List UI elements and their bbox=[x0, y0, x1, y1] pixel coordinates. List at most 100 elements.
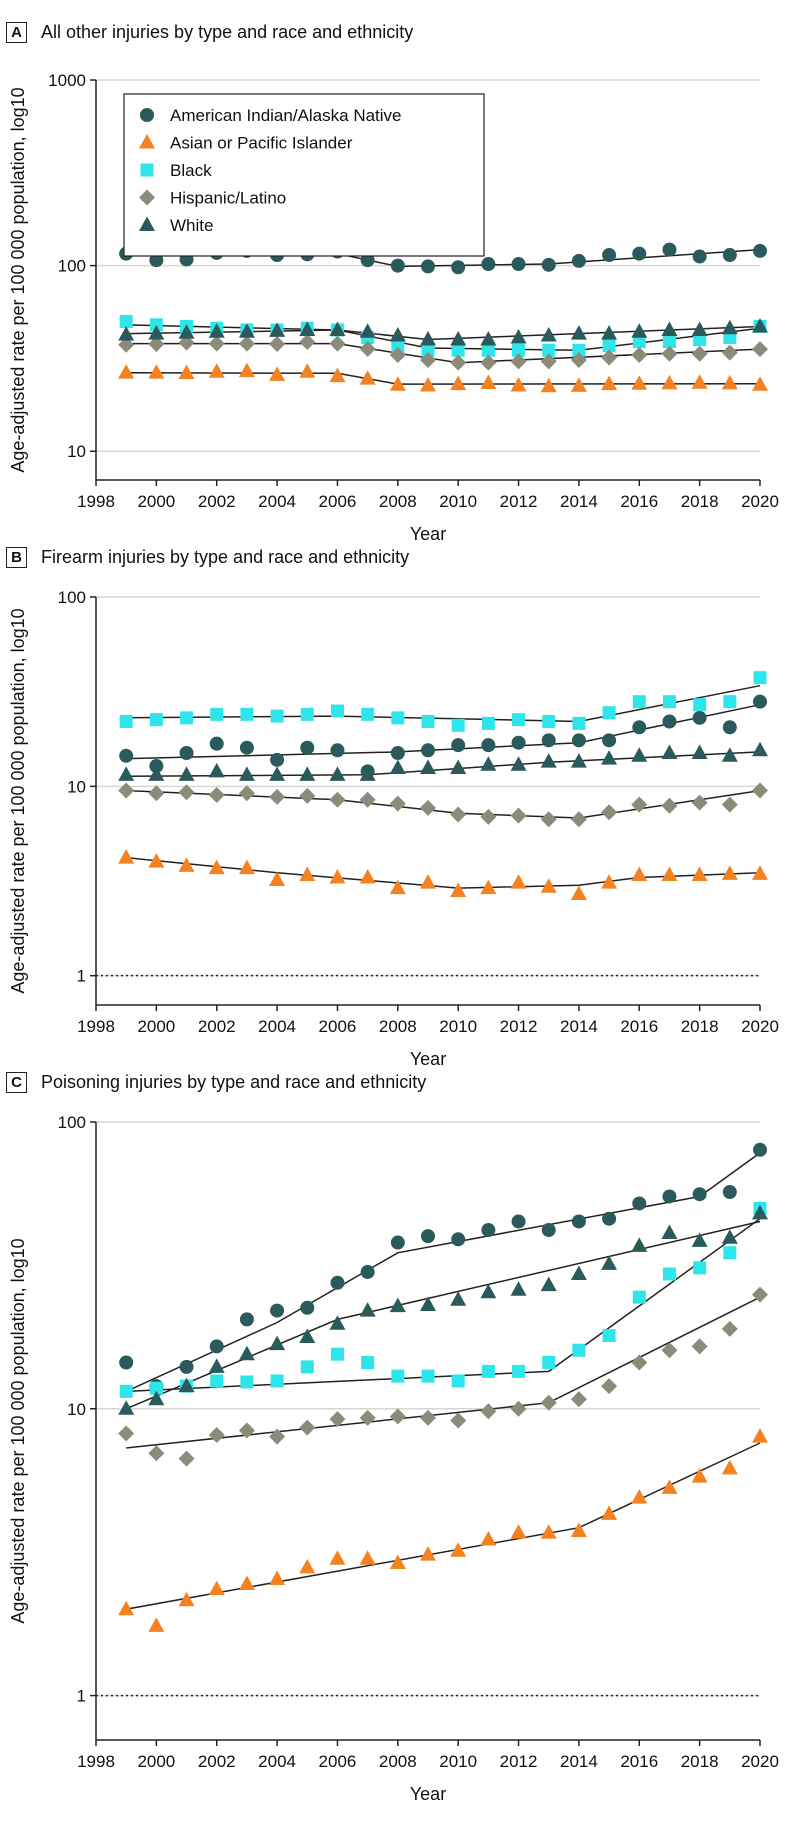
panel-a-point-american-indian-alaska-native-2015 bbox=[602, 248, 617, 263]
panel-c-point-white-2013 bbox=[540, 1276, 557, 1292]
panel-c-x-axis-label: Year bbox=[410, 1784, 446, 1804]
panel-c-point-american-indian-alaska-native-2015 bbox=[602, 1211, 617, 1226]
panel-b-point-american-indian-alaska-native-2004 bbox=[270, 752, 285, 767]
panel-a-point-asian-or-pacific-islander-2001 bbox=[178, 364, 195, 379]
legend: American Indian/Alaska Native Asian or Pa… bbox=[123, 93, 485, 257]
panel-a-point-hispanic-latino-2013 bbox=[540, 353, 557, 370]
panel-c-point-american-indian-alaska-native-2007 bbox=[360, 1264, 375, 1279]
panel-b-point-white-2006 bbox=[329, 766, 346, 781]
panel-b-chart: 1 10 100 1998 2000 2002 2004 2006 2008 2010 2012 20… bbox=[8, 588, 779, 1069]
panel-b-point-white-2007 bbox=[359, 766, 376, 781]
panel-b-point-black-2007 bbox=[361, 707, 375, 721]
panel-c-point-american-indian-alaska-native-1999 bbox=[119, 1355, 134, 1370]
panel-b-point-white-2001 bbox=[178, 766, 195, 781]
panel-a-point-hispanic-latino-2003 bbox=[238, 335, 255, 352]
panel-b-point-asian-or-pacific-islander-2009 bbox=[420, 874, 436, 889]
panel-a-xtick-label-2012: 2012 bbox=[500, 492, 538, 511]
panel-c-xtick-label-2012: 2012 bbox=[500, 1752, 538, 1771]
panel-b-point-asian-or-pacific-islander-2020 bbox=[752, 865, 768, 880]
panel-c-point-american-indian-alaska-native-2014 bbox=[571, 1214, 586, 1229]
panel-c-point-white-2007 bbox=[359, 1302, 376, 1317]
panel-a-point-american-indian-alaska-native-2011 bbox=[481, 257, 496, 272]
panel-b-ytick-label-10: 10 bbox=[67, 777, 86, 796]
panel-a-point-black-2017 bbox=[662, 335, 676, 349]
panel-c-xtick-label-2000: 2000 bbox=[137, 1752, 175, 1771]
panel-b-point-asian-or-pacific-islander-2019 bbox=[721, 865, 738, 880]
panel-a-point-white-2011 bbox=[480, 330, 497, 346]
legend-marker-asian-or-pacific-islander bbox=[139, 134, 155, 149]
panel-c-point-asian-or-pacific-islander-2006 bbox=[329, 1550, 346, 1565]
panel-c-point-asian-or-pacific-islander-2002 bbox=[208, 1580, 225, 1596]
panel-a-point-asian-or-pacific-islander-2010 bbox=[450, 375, 467, 391]
panel-a-xtick-label-2000: 2000 bbox=[137, 492, 175, 511]
panel-c-point-hispanic-latino-2010 bbox=[450, 1412, 467, 1429]
panel-a-xtick-label-2006: 2006 bbox=[319, 492, 357, 511]
panel-b-series-white bbox=[118, 741, 768, 781]
panel-a-point-black-2018 bbox=[693, 332, 707, 346]
panel-b-point-asian-or-pacific-islander-2016 bbox=[631, 866, 648, 882]
panel-b-point-black-2011 bbox=[481, 716, 495, 730]
panel-a-point-american-indian-alaska-native-2016 bbox=[632, 246, 647, 261]
panel-c-point-american-indian-alaska-native-2019 bbox=[722, 1185, 737, 1200]
panel-b-point-asian-or-pacific-islander-2013 bbox=[540, 878, 557, 893]
panel-b-xtick-label-2004: 2004 bbox=[258, 1017, 296, 1036]
panel-c-point-white-2017 bbox=[661, 1224, 678, 1240]
panel-a-point-hispanic-latino-2017 bbox=[661, 345, 678, 362]
panel-c-xtick-label-2008: 2008 bbox=[379, 1752, 417, 1771]
panel-c-point-white-2010 bbox=[450, 1291, 467, 1306]
legend-marker-american-indian-alaska-native bbox=[140, 108, 154, 122]
panel-c-point-hispanic-latino-2014 bbox=[570, 1391, 587, 1408]
panel-a-point-white-2004 bbox=[269, 322, 286, 337]
panel-b-point-hispanic-latino-2010 bbox=[450, 806, 467, 823]
panel-a-point-hispanic-latino-1999 bbox=[118, 336, 135, 353]
panel-b-point-american-indian-alaska-native-2015 bbox=[602, 733, 617, 748]
panel-a-point-hispanic-latino-2011 bbox=[480, 354, 497, 371]
panel-a-point-hispanic-latino-2007 bbox=[359, 340, 376, 357]
panel-b-point-white-2011 bbox=[480, 756, 497, 771]
panel-b-xtick-label-2008: 2008 bbox=[379, 1017, 417, 1036]
panel-c-y-axis-label: Age-adjusted rate per 100 000 population… bbox=[8, 1238, 28, 1623]
panel-b-point-asian-or-pacific-islander-2003 bbox=[238, 859, 255, 875]
panel-a-point-hispanic-latino-2012 bbox=[510, 353, 527, 370]
legend-marker-hispanic-latino bbox=[139, 189, 155, 206]
panel-a-point-asian-or-pacific-islander-2005 bbox=[299, 363, 316, 378]
panel-a-point-white-2010 bbox=[450, 330, 467, 346]
panel-a-point-black-2010 bbox=[451, 343, 465, 357]
panel-c-point-white-2008 bbox=[389, 1297, 406, 1313]
panel-b-point-white-2003 bbox=[238, 766, 255, 781]
panel-b-point-white-2000 bbox=[148, 766, 165, 781]
panel-c-point-white-2020 bbox=[752, 1204, 768, 1220]
panel-a-xtick-label-2002: 2002 bbox=[198, 492, 236, 511]
panel-a-point-black-2016 bbox=[632, 335, 646, 349]
panel-a-chart: 10 100 1000 1998 2000 2002 2004 2006 2008 2010 201… bbox=[8, 71, 779, 544]
panel-a-point-asian-or-pacific-islander-2015 bbox=[601, 375, 618, 391]
panel-c-trend-black bbox=[126, 1218, 761, 1393]
legend-label-asian-or-pacific-islander: Asian or Pacific Islander bbox=[170, 134, 353, 153]
panel-a-point-white-2008 bbox=[389, 327, 406, 342]
panel-b-point-american-indian-alaska-native-2012 bbox=[511, 735, 526, 750]
panel-c-point-hispanic-latino-2001 bbox=[178, 1450, 195, 1467]
panel-c-point-white-2000 bbox=[148, 1390, 165, 1406]
panel-b-point-american-indian-alaska-native-2009 bbox=[421, 743, 435, 758]
panel-b-point-american-indian-alaska-native-2006 bbox=[330, 743, 345, 758]
panel-a-xtick-label-2018: 2018 bbox=[681, 492, 719, 511]
panel-b-point-black-2001 bbox=[180, 711, 194, 725]
panel-a-point-hispanic-latino-2005 bbox=[299, 333, 316, 350]
panel-a-point-white-2005 bbox=[299, 321, 316, 336]
panel-c-title: Poisoning injuries by type and race and … bbox=[41, 1071, 427, 1092]
panel-c-point-hispanic-latino-2012 bbox=[510, 1400, 527, 1417]
panel-b-point-asian-or-pacific-islander-2006 bbox=[329, 868, 346, 884]
panel-b-point-black-2018 bbox=[693, 698, 707, 712]
panel-c-trend-american-indian-alaska-native bbox=[125, 1152, 761, 1393]
panel-a-point-american-indian-alaska-native-2017 bbox=[662, 242, 677, 257]
panel-a-point-american-indian-alaska-native-2007 bbox=[360, 253, 375, 268]
panel-a-point-white-2009 bbox=[420, 330, 436, 346]
panel-b-point-hispanic-latino-2003 bbox=[238, 785, 255, 802]
panel-b-point-asian-or-pacific-islander-2010 bbox=[450, 882, 467, 898]
panel-b-point-asian-or-pacific-islander-2000 bbox=[148, 853, 165, 868]
panel-b-point-hispanic-latino-2005 bbox=[299, 787, 316, 804]
panel-a-letter: A bbox=[6, 21, 27, 43]
panel-c-point-black-2015 bbox=[602, 1329, 616, 1343]
panel-b-point-white-2005 bbox=[299, 766, 316, 781]
panel-c-point-white-2011 bbox=[480, 1283, 497, 1299]
